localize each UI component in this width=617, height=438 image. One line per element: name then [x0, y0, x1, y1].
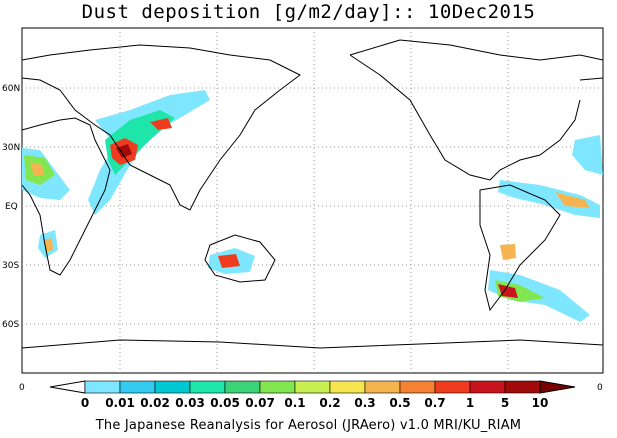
dust-deposition-map: 60N 30N EQ 30S 60S	[2, 27, 604, 374]
colorbar-segments	[49, 380, 576, 394]
colorbar-tick-label: 0.7	[424, 396, 446, 410]
lat-label-eq: EQ	[5, 202, 18, 212]
colorbar-left-arrow	[49, 380, 86, 394]
colorbar-tick-label: 0.5	[389, 396, 411, 410]
colorbar-left-end-label: 0	[19, 383, 25, 393]
colorbar-segment	[434, 380, 471, 394]
colorbar-segment	[294, 380, 331, 394]
colorbar-segment	[84, 380, 121, 394]
colorbar-tick-label: 0.07	[245, 396, 275, 410]
colorbar-segment	[119, 380, 156, 394]
colorbar-tick-label: 0.1	[284, 396, 306, 410]
colorbar-tick-label: 0.2	[319, 396, 341, 410]
lat-label-60n: 60N	[2, 84, 20, 94]
colorbar-segment	[189, 380, 226, 394]
colorbar-tick-label: 0	[80, 396, 90, 410]
dust-shading	[22, 90, 603, 322]
coastlines	[21, 39, 604, 349]
map-frame	[21, 27, 604, 374]
colorbar-tick-label: 0.05	[210, 396, 240, 410]
colorbar-right-end-label: 0	[597, 383, 603, 393]
map-title: Dust deposition [g/m2/day]:: 10Dec2015	[81, 1, 536, 23]
colorbar-tick-label: 0.02	[140, 396, 170, 410]
colorbar-segment	[364, 380, 401, 394]
colorbar-segment	[469, 380, 506, 394]
colorbar-segment	[259, 380, 296, 394]
colorbar-tick-label: 0.03	[175, 396, 205, 410]
colorbar-tick-label: 1	[465, 396, 475, 410]
colorbar-segment	[329, 380, 366, 394]
colorbar-segment	[154, 380, 191, 394]
colorbar-segment	[504, 380, 541, 394]
colorbar-right-arrow	[539, 380, 576, 394]
lat-label-30s: 30S	[2, 261, 19, 271]
colorbar-tick-label: 0.01	[105, 396, 135, 410]
colorbar-tick-label: 5	[500, 396, 510, 410]
colorbar-segment	[224, 380, 261, 394]
colorbar-tick-label: 10	[531, 396, 549, 410]
colorbar-tick-label: 0.3	[354, 396, 376, 410]
footer-credit: The Japanese Reanalysis for Aerosol (JRA…	[95, 418, 522, 433]
lat-label-30n: 30N	[2, 143, 20, 153]
colorbar-segment	[399, 380, 436, 394]
lat-label-60s: 60S	[2, 320, 19, 330]
